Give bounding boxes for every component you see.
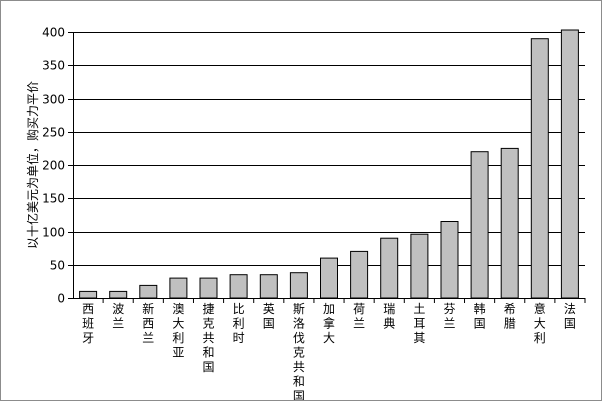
- y-tick-label: 400: [42, 26, 65, 40]
- bar: [79, 290, 98, 299]
- x-tick-label: 波兰: [112, 302, 124, 331]
- bar: [500, 147, 519, 299]
- bar: [259, 274, 278, 299]
- y-tick-label: 200: [42, 159, 65, 173]
- bar: [289, 272, 308, 299]
- x-tick-label: 西班牙: [82, 302, 94, 345]
- y-tick-label: 300: [42, 93, 65, 107]
- bar: [229, 274, 248, 299]
- x-tick-label: 瑞典: [383, 302, 395, 331]
- bar: [530, 38, 549, 299]
- x-tick-label: 加拿大: [323, 302, 335, 345]
- x-tick-label: 荷兰: [353, 302, 365, 331]
- axes: 0 50 100 150 200 250 300 350 400: [42, 26, 586, 306]
- bar: [169, 277, 188, 299]
- bar: [380, 237, 399, 299]
- x-tick-label: 土耳其: [413, 302, 425, 345]
- bar: [109, 290, 128, 299]
- bar: [410, 233, 429, 299]
- x-tick-label: 新西兰: [142, 301, 154, 345]
- bar: [350, 250, 369, 299]
- x-tick-label: 韩国: [474, 301, 486, 331]
- y-tick-label: 100: [42, 226, 65, 240]
- x-tick-label: 捷克共和国: [202, 302, 214, 374]
- x-tick-label: 斯洛伐克共和国: [293, 302, 305, 400]
- y-tick-label: 350: [42, 59, 65, 73]
- x-tick-label: 英国: [263, 302, 275, 331]
- bar: [560, 29, 579, 299]
- y-tick-label: 250: [42, 126, 65, 140]
- bars: [79, 29, 579, 299]
- bar: [139, 284, 158, 299]
- y-tick-label: 0: [57, 292, 65, 306]
- bar: [320, 257, 338, 299]
- y-tick-label: 150: [42, 192, 65, 206]
- x-tick-label: 法国: [564, 302, 576, 331]
- y-axis-title: 以十亿美元为单位，购买力平价: [25, 81, 40, 249]
- y-tick-label: 50: [50, 259, 65, 273]
- x-tick-label: 意大利: [534, 301, 546, 345]
- x-tick-label: 澳大利亚: [172, 302, 184, 360]
- x-tick-label: 芬兰: [443, 302, 455, 331]
- bar: [440, 221, 459, 299]
- x-tick-label: 希腊: [504, 301, 516, 331]
- bar: [470, 151, 489, 299]
- x-tick-label: 比利时: [233, 302, 245, 345]
- gridlines: [73, 32, 585, 266]
- bar: [199, 277, 218, 299]
